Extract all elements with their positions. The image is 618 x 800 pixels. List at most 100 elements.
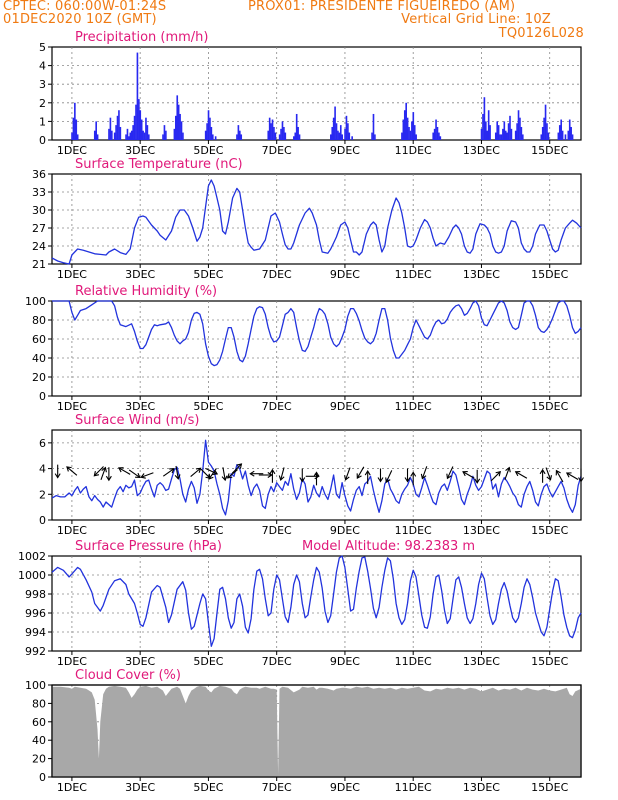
precip-bar [145,117,147,140]
precip-bar [546,123,548,140]
x-tick-label: 1DEC [57,268,87,281]
wind-arrow-head [226,473,233,479]
x-tick-label: 3DEC [125,524,155,537]
precip-bar [293,136,295,140]
precip-bar [128,136,130,140]
precip-bar [109,117,112,140]
plot-frame-overlay [51,684,582,778]
x-tick-label: 5DEC [193,268,223,281]
x-tick-label: 13DEC [463,400,500,413]
precip-bar [270,123,272,140]
panel-title: Precipitation (mm/h) [75,30,208,45]
precip-bar [409,130,412,140]
x-tick-label: 7DEC [262,781,292,794]
precip-bar [108,128,110,140]
precip-bar [402,119,405,140]
x-tick-label: 11DEC [395,781,432,794]
wind-arrow [205,467,218,475]
precip-bar [211,134,214,140]
precip-bar [332,117,335,140]
precip-bar [111,130,113,140]
precip-bar [558,125,561,140]
precip-bar [568,119,571,140]
precip-bar [516,123,518,140]
wind-arrow-head [221,475,228,482]
wind-arrow [118,467,131,475]
precip-bar [439,136,442,140]
x-tick-label: 9DEC [330,655,360,668]
precip-bar [519,117,521,140]
precip-bar [502,128,504,140]
panel-annotation: Model Altitude: 98.2383 m [302,539,475,554]
precip-bar [557,132,560,140]
precip-bar [433,128,436,140]
panel-wind: 0 2 4 6 1DEC 3DEC 5DEC 7DEC 9DEC 11DEC 13DEC 15DEC S… [39,413,584,537]
wind-arrow [421,466,428,479]
wind-arrow-head [495,470,502,477]
wind-arrow-head [117,467,124,473]
precip-bar [298,134,301,140]
wind-arrow [66,466,78,476]
x-tick-label: 15DEC [531,655,568,668]
wind-arrow [93,466,104,477]
x-tick-label: 13DEC [463,268,500,281]
y-tick-label: 80 [32,314,46,327]
panel-cloud: 0 20 40 60 80 100 1DEC 3DEC 5DEC 7DEC 9DEC 11DEC 13D… [25,668,582,794]
x-tick-label: 11DEC [395,524,432,537]
y-tick-label: 0 [39,771,46,784]
precip-bar [540,134,543,140]
y-tick-label: 24 [32,240,46,253]
y-tick-label: 1002 [18,550,46,563]
precip-bar [436,126,439,140]
wind-arrow [208,468,217,480]
precip-bar [281,121,284,140]
plot-frame [51,46,582,141]
y-tick-label: 60 [32,333,46,346]
precip-bar [510,128,513,140]
precip-bar [339,125,342,140]
panel-pres: 992 994 996 998 1000 1002 1DEC 3DEC 5DEC 7DEC 9DEC… [18,539,582,668]
precip-bar [415,134,417,140]
precip-bar [337,130,339,140]
panel-title: Cloud Cover (%) [75,668,181,683]
precip-bar [413,125,416,140]
header-coords: CPTEC: 060:00W-01:24S [3,0,167,14]
x-tick-label: 7DEC [262,144,292,157]
precip-bar [209,117,211,140]
wind-arrow-head [267,472,273,478]
panel-title: Surface Pressure (hPa) [75,539,222,554]
x-tick-label: 1DEC [57,144,87,157]
y-tick-label: 100 [25,295,46,308]
x-tick-label: 15DEC [531,524,568,537]
wind-arrow-head [269,468,276,475]
wind-arrow-head [385,477,391,484]
panel-title: Surface Temperature (nC) [75,157,243,172]
wind-series-line [51,439,582,516]
precip-bar [129,132,132,140]
precip-bar [331,126,334,140]
precip-bar [116,115,119,140]
y-tick-label: 6 [39,437,46,450]
wind-arrow [222,467,226,481]
wind-arrow-head [546,475,553,481]
y-tick-label: 30 [32,204,46,217]
wind-arrow-head [208,474,214,480]
precip-bar [135,104,137,140]
precip-bar [485,121,487,140]
x-tick-label: 5DEC [193,400,223,413]
wind-arrow [345,467,351,481]
precip-bar [142,130,144,140]
x-tick-label: 1DEC [57,781,87,794]
precip-bar [175,115,177,140]
wind-arrow [162,468,175,477]
precip-bar [432,132,435,140]
precip-bar [162,134,164,140]
x-tick-label: 11DEC [395,268,432,281]
x-tick-label: 15DEC [531,268,568,281]
precip-bar [206,123,208,140]
wind-arrow-head [299,477,306,483]
precip-bar [138,99,140,140]
x-tick-label: 5DEC [193,144,223,157]
precip-bar [487,110,490,140]
x-tick-label: 13DEC [463,524,500,537]
